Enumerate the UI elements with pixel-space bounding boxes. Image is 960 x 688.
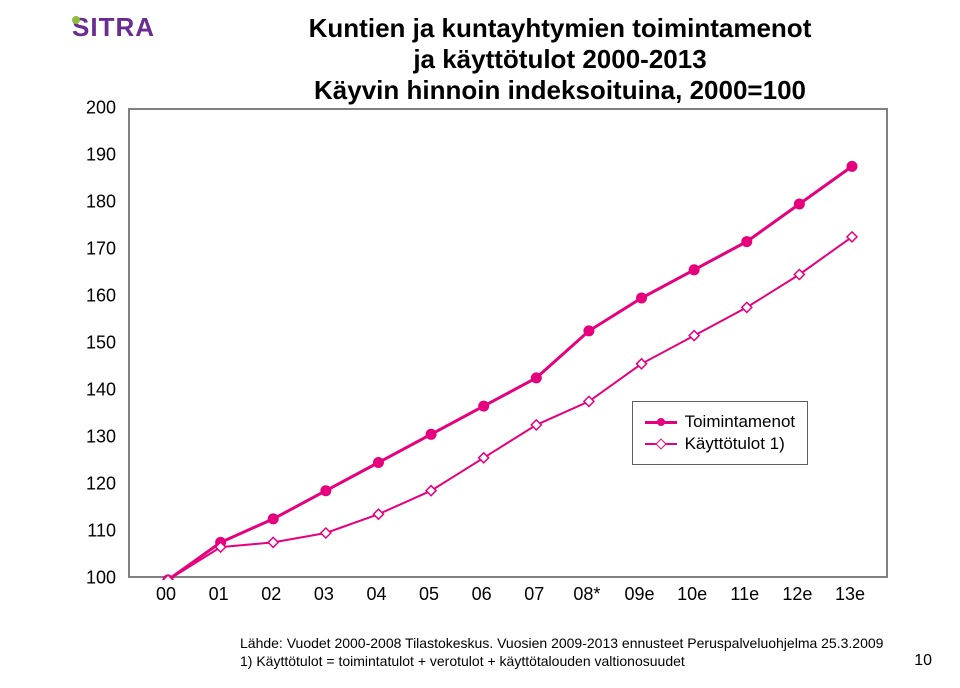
series-marker <box>321 486 331 496</box>
x-tick-label: 09e <box>625 584 655 605</box>
series-marker <box>637 293 647 303</box>
plot-area: ToimintamenotKäyttötulot 1) <box>128 108 888 578</box>
title-line-2: ja käyttötulot 2000-2013 <box>210 44 910 75</box>
x-tick-label: 11e <box>730 584 759 605</box>
footer-source: Lähde: Vuodet 2000-2008 Tilastokeskus. V… <box>240 635 883 670</box>
y-tick-label: 180 <box>72 192 122 213</box>
series-marker <box>847 161 857 171</box>
y-tick-label: 170 <box>72 239 122 260</box>
x-tick-label: 01 <box>209 584 229 605</box>
legend-item: Käyttötulot 1) <box>645 434 796 454</box>
chart-title: Kuntien ja kuntayhtymien toimintamenot j… <box>210 13 910 107</box>
x-tick-label: 03 <box>314 584 334 605</box>
y-axis-labels: 100110120130140150160170180190200 <box>72 108 122 598</box>
y-tick-label: 200 <box>72 98 122 119</box>
x-tick-label: 07 <box>524 584 544 605</box>
x-tick-label: 12e <box>782 584 812 605</box>
series-marker <box>268 514 278 524</box>
y-tick-label: 140 <box>72 380 122 401</box>
series-marker <box>479 401 489 411</box>
x-tick-label: 04 <box>366 584 386 605</box>
series-marker <box>531 373 541 383</box>
y-tick-label: 100 <box>72 568 122 589</box>
y-tick-label: 190 <box>72 145 122 166</box>
x-tick-label: 08* <box>573 584 600 605</box>
series-marker <box>426 429 436 439</box>
legend-label: Toimintamenot <box>685 412 796 432</box>
slide: SITRA Kuntien ja kuntayhtymien toimintam… <box>0 0 960 688</box>
sitra-logo: SITRA <box>72 12 202 49</box>
series-marker <box>584 326 594 336</box>
y-tick-label: 160 <box>72 286 122 307</box>
chart: 100110120130140150160170180190200 Toimin… <box>72 108 892 598</box>
series-marker <box>321 528 331 538</box>
x-tick-label: 13e <box>835 584 865 605</box>
x-tick-label: 05 <box>419 584 439 605</box>
series-marker <box>689 331 699 341</box>
x-tick-label: 06 <box>472 584 492 605</box>
legend-item: Toimintamenot <box>645 412 796 432</box>
y-tick-label: 110 <box>72 521 122 542</box>
legend: ToimintamenotKäyttötulot 1) <box>632 401 809 465</box>
footer-line-1: Lähde: Vuodet 2000-2008 Tilastokeskus. V… <box>240 635 883 653</box>
series-marker <box>794 199 804 209</box>
y-tick-label: 150 <box>72 333 122 354</box>
series-marker <box>742 237 752 247</box>
series-marker <box>531 420 541 430</box>
page-number: 10 <box>914 652 932 670</box>
series-marker <box>268 537 278 547</box>
title-line-1: Kuntien ja kuntayhtymien toimintamenot <box>210 13 910 44</box>
x-tick-label: 02 <box>261 584 281 605</box>
legend-swatch <box>645 437 677 451</box>
footer-line-2: 1) Käyttötulot = toimintatulot + verotul… <box>240 653 883 671</box>
chart-series <box>130 110 890 580</box>
series-marker <box>373 509 383 519</box>
series-marker <box>373 458 383 468</box>
series-marker <box>426 486 436 496</box>
x-tick-label: 00 <box>156 584 176 605</box>
series-marker <box>479 453 489 463</box>
y-tick-label: 120 <box>72 474 122 495</box>
legend-label: Käyttötulot 1) <box>685 434 785 454</box>
y-tick-label: 130 <box>72 427 122 448</box>
legend-swatch <box>645 415 677 429</box>
title-line-3: Käyvin hinnoin indeksoituina, 2000=100 <box>210 75 910 106</box>
series-marker <box>742 302 752 312</box>
x-axis-labels: 00 01 02 03 04 05 06 07 08* 09e 10e 11e 12e 13e <box>128 584 888 608</box>
x-tick-label: 10e <box>677 584 707 605</box>
svg-text:SITRA: SITRA <box>72 12 155 42</box>
series-marker <box>689 265 699 275</box>
